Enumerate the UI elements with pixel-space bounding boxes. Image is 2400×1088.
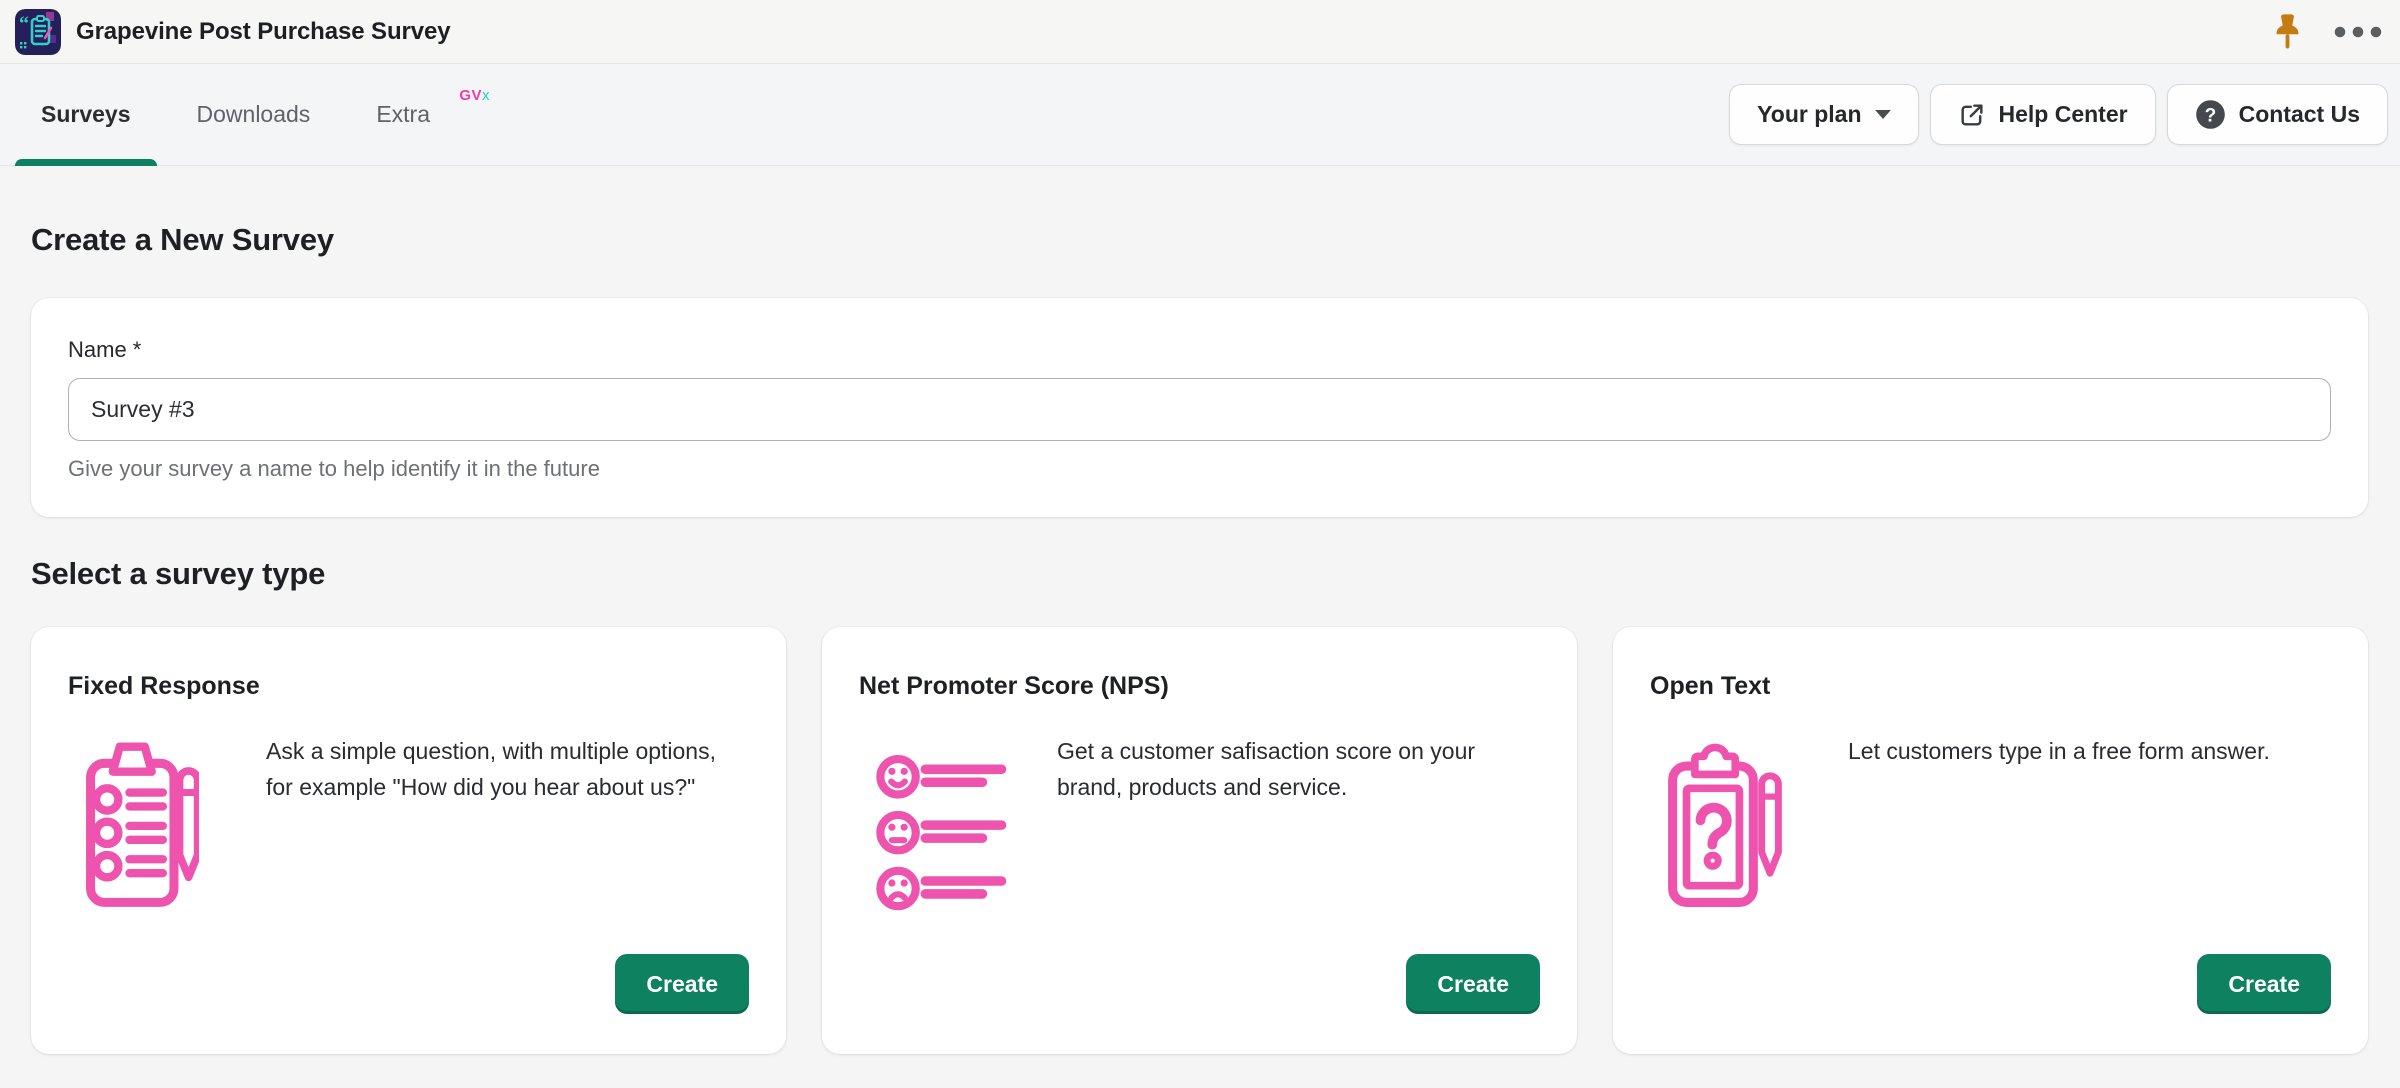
app-logo-icon: “ bbox=[15, 8, 61, 55]
create-fixed-response-button[interactable]: Create bbox=[615, 954, 749, 1014]
tab-downloads-label: Downloads bbox=[196, 101, 311, 127]
nps-card: Net Promoter Score (NPS) bbox=[822, 627, 1577, 1054]
fixed-response-card: Fixed Response bbox=[31, 627, 786, 1054]
open-text-title: Open Text bbox=[1650, 672, 1771, 700]
create-open-text-button[interactable]: Create bbox=[2197, 954, 2331, 1014]
nps-faces-icon bbox=[876, 755, 1007, 911]
your-plan-label: Your plan bbox=[1757, 101, 1862, 127]
svg-text:“: “ bbox=[19, 13, 29, 35]
fixed-response-description: Ask a simple question, with multiple opt… bbox=[266, 738, 716, 800]
clipboard-list-icon bbox=[86, 742, 202, 907]
header-actions: Your plan Help Center ? Contact Us bbox=[1729, 84, 2388, 145]
open-text-description: Let customers type in a free form answer… bbox=[1848, 738, 2270, 764]
survey-type-cards: Fixed Response bbox=[31, 627, 2368, 1054]
pin-icon[interactable] bbox=[2271, 13, 2304, 51]
name-field-label: Name * bbox=[68, 337, 142, 362]
contact-us-button[interactable]: ? Contact Us bbox=[2166, 84, 2388, 145]
top-bar: “ Grapevine Post Purchase Survey bbox=[0, 0, 2400, 64]
nps-description: Get a customer safisaction score on your… bbox=[1057, 738, 1476, 800]
question-circle-icon: ? bbox=[2195, 100, 2225, 129]
help-center-label: Help Center bbox=[1998, 101, 2128, 127]
main-content: Create a New Survey Name * Give your sur… bbox=[0, 222, 2400, 1054]
page-title: Create a New Survey bbox=[31, 222, 334, 257]
svg-text:?: ? bbox=[2204, 106, 2216, 127]
name-helper-text: Give your survey a name to help identify… bbox=[68, 456, 600, 481]
nps-title: Net Promoter Score (NPS) bbox=[859, 672, 1169, 700]
external-link-icon bbox=[1960, 103, 1983, 126]
help-center-button[interactable]: Help Center bbox=[1929, 84, 2156, 145]
tab-surveys[interactable]: Surveys bbox=[15, 64, 157, 166]
survey-name-card: Name * Give your survey a name to help i… bbox=[31, 298, 2368, 517]
overflow-menu-icon[interactable] bbox=[2332, 26, 2384, 38]
clipboard-question-icon bbox=[1668, 743, 1782, 907]
survey-name-input[interactable] bbox=[68, 378, 2331, 441]
open-text-card: Open Text Let customers type in a free f… bbox=[1613, 627, 2368, 1054]
tab-extra[interactable]: Extra GVx bbox=[350, 64, 489, 166]
tab-surveys-label: Surveys bbox=[41, 101, 131, 127]
section-title: Select a survey type bbox=[31, 556, 326, 591]
create-nps-button[interactable]: Create bbox=[1406, 954, 1540, 1014]
app-title: Grapevine Post Purchase Survey bbox=[76, 17, 451, 45]
caret-down-icon bbox=[1874, 110, 1891, 119]
gvx-badge: GVx bbox=[459, 86, 490, 104]
your-plan-button[interactable]: Your plan bbox=[1729, 84, 1919, 145]
tabs: Surveys Downloads Extra GVx bbox=[15, 64, 490, 166]
tab-extra-label: Extra bbox=[376, 101, 430, 127]
top-bar-actions bbox=[2271, 13, 2384, 51]
fixed-response-title: Fixed Response bbox=[68, 672, 260, 700]
tab-bar: Surveys Downloads Extra GVx Your plan He… bbox=[0, 64, 2400, 166]
contact-us-label: Contact Us bbox=[2238, 101, 2360, 127]
tab-downloads[interactable]: Downloads bbox=[171, 64, 337, 166]
